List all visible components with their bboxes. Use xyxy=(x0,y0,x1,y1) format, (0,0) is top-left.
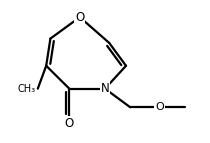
Text: O: O xyxy=(155,102,164,112)
Text: CH₃: CH₃ xyxy=(18,84,36,94)
Text: O: O xyxy=(65,117,74,130)
Text: O: O xyxy=(75,11,84,24)
Text: N: N xyxy=(101,82,109,95)
